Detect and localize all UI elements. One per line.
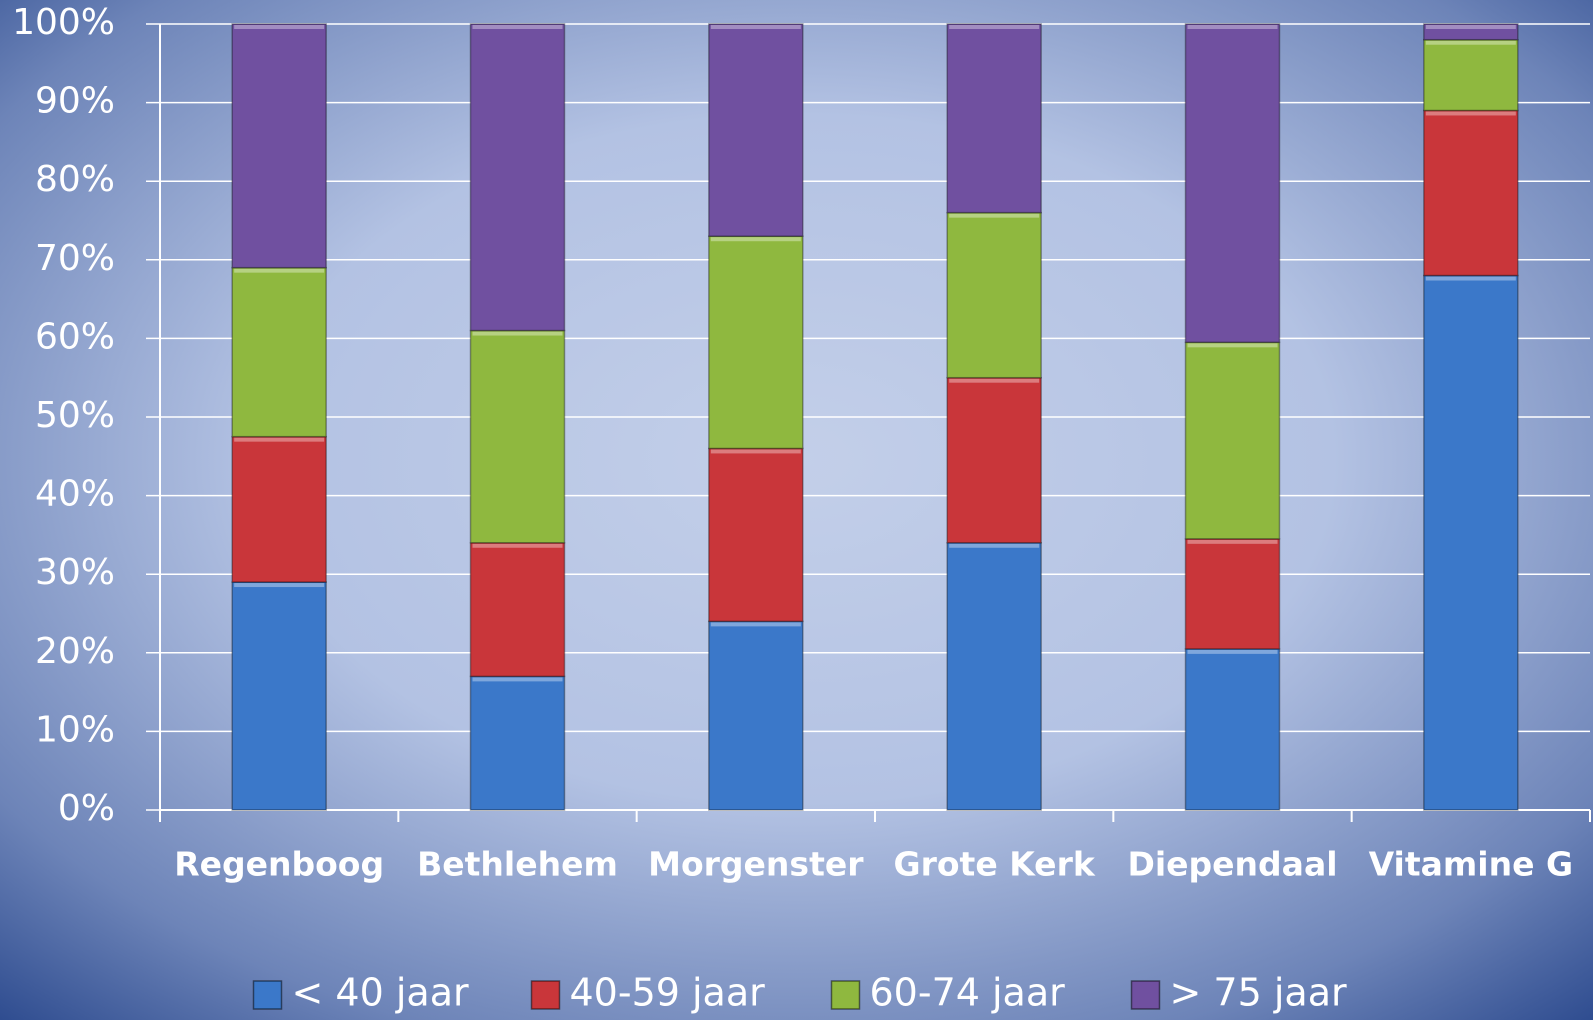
- bar-segment: [469, 23, 566, 332]
- y-tick-label: 40%: [35, 474, 115, 515]
- bar-highlight: [710, 25, 801, 29]
- y-tick-label: 10%: [35, 709, 115, 750]
- y-tick-label: 30%: [35, 552, 115, 593]
- legend-label: > 75 jaar: [1170, 971, 1347, 1015]
- bar-highlight: [234, 268, 325, 273]
- bar-segment: [946, 376, 1042, 544]
- y-tick-label: 20%: [35, 631, 115, 672]
- bar-highlight: [949, 25, 1040, 29]
- bar-segment: [469, 329, 566, 544]
- bar-segment: [708, 235, 804, 450]
- bar-highlight: [1425, 111, 1516, 116]
- bar-highlight: [1425, 25, 1516, 29]
- y-tick-label: 80%: [35, 159, 115, 200]
- y-tick-label: 70%: [35, 238, 115, 279]
- bar-segment: [1184, 341, 1281, 540]
- bar-highlight: [949, 543, 1040, 548]
- y-tick-label: 90%: [35, 81, 115, 122]
- y-tick-label: 100%: [12, 2, 115, 43]
- bar-segment: [946, 211, 1042, 379]
- bar-highlight: [949, 378, 1040, 383]
- bar-highlight: [710, 449, 801, 454]
- x-tick-label: Bethlehem: [417, 845, 618, 884]
- bar-segment: [469, 675, 566, 811]
- bar-highlight: [234, 25, 325, 29]
- bar-segment: [708, 620, 804, 811]
- bar-segment: [946, 23, 1042, 214]
- legend-swatch: [252, 980, 283, 1010]
- bar-segment: [1423, 38, 1519, 112]
- bar-segment: [708, 23, 804, 237]
- bar-segment: [1184, 648, 1281, 811]
- bar-highlight: [1187, 539, 1278, 544]
- legend-swatch: [1130, 980, 1161, 1010]
- legend-label: < 40 jaar: [292, 971, 469, 1015]
- legend-swatch: [530, 980, 561, 1010]
- x-tick-label: Regenboog: [174, 845, 384, 884]
- legend-label: 40-59 jaar: [570, 971, 766, 1015]
- y-tick-label: 60%: [35, 316, 115, 357]
- y-tick-label: 0%: [58, 788, 115, 829]
- x-tick-label: Morgenster: [648, 845, 864, 884]
- bar-highlight: [1425, 40, 1516, 45]
- bar-segment: [708, 447, 804, 623]
- bar-segment: [1423, 274, 1519, 811]
- bar-highlight: [234, 437, 325, 442]
- bar-segment: [1423, 109, 1519, 277]
- bar-highlight: [949, 213, 1040, 218]
- bar-segment: [231, 581, 327, 811]
- bar-highlight: [1187, 343, 1278, 348]
- bar-segment: [231, 23, 327, 269]
- bar-highlight: [1187, 649, 1278, 654]
- x-tick-label: Diependaal: [1127, 845, 1337, 884]
- x-tick-label: Grote Kerk: [894, 845, 1096, 884]
- legend-label: 60-74 jaar: [870, 971, 1066, 1015]
- bar-segment: [1423, 23, 1519, 41]
- bar-segment: [1184, 23, 1281, 344]
- bar-segment: [1184, 538, 1281, 650]
- bar-segment: [469, 542, 566, 678]
- bar-segment: [231, 435, 327, 583]
- y-tick-label: 50%: [35, 395, 115, 436]
- bar-highlight: [710, 237, 801, 242]
- bar-highlight: [472, 331, 563, 336]
- bar-highlight: [234, 583, 325, 588]
- legend-swatch: [830, 980, 861, 1010]
- bar-highlight: [1187, 25, 1278, 29]
- bar-highlight: [472, 543, 563, 548]
- bar-highlight: [710, 622, 801, 627]
- bar-highlight: [472, 677, 563, 682]
- bar-highlight: [472, 25, 563, 29]
- bar-segment: [946, 542, 1042, 811]
- bar-segment: [231, 266, 327, 438]
- bar-highlight: [1425, 276, 1516, 281]
- x-tick-label: Vitamine G: [1369, 845, 1573, 884]
